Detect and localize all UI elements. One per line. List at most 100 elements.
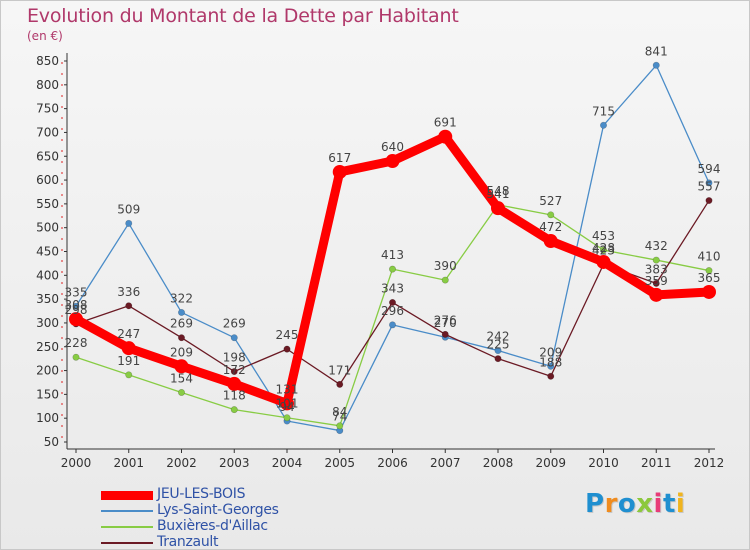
y-tick-label: 850 <box>36 54 59 68</box>
data-point <box>649 287 664 302</box>
y-tick-label: 150 <box>36 387 59 401</box>
y-tick-label: 450 <box>36 245 59 259</box>
data-label: 472 <box>539 220 562 234</box>
data-point <box>283 414 291 422</box>
data-point <box>702 284 716 299</box>
data-label: 410 <box>698 250 721 264</box>
data-point <box>178 334 186 342</box>
data-point <box>280 396 294 411</box>
data-label: 335 <box>65 285 88 299</box>
data-label: 594 <box>698 162 721 176</box>
data-point <box>72 353 80 361</box>
data-label: 617 <box>328 151 351 165</box>
chart-title: Evolution du Montant de la Dette par Hab… <box>27 5 459 27</box>
data-label: 541 <box>487 187 510 201</box>
data-point <box>332 164 347 179</box>
data-label: 171 <box>328 363 351 377</box>
data-label: 298 <box>65 303 88 317</box>
data-label: 715 <box>592 104 615 118</box>
logo-letter: x <box>636 489 654 519</box>
data-label: 247 <box>117 327 140 341</box>
x-tick-label: 2010 <box>588 456 619 470</box>
data-label: 308 <box>65 298 88 312</box>
y-tick-label: 400 <box>36 268 59 282</box>
x-tick-label: 2007 <box>430 456 461 470</box>
legend-label: Buxières-d'Aillac <box>157 518 268 534</box>
data-label: 336 <box>117 285 140 299</box>
x-tick-label: 2012 <box>694 456 725 470</box>
logo-letter: i <box>653 489 663 519</box>
data-point <box>547 372 555 380</box>
data-point <box>125 219 133 227</box>
data-label: 453 <box>592 229 615 243</box>
data-label: 228 <box>65 336 88 350</box>
data-point <box>596 254 611 269</box>
legend-swatch <box>101 542 153 544</box>
legend-label: JEU-LES-BOIS <box>157 486 246 502</box>
data-label: 390 <box>434 259 457 273</box>
data-label: 74 <box>332 410 347 424</box>
data-label: 365 <box>698 271 721 285</box>
data-point <box>336 422 344 430</box>
data-point <box>125 371 133 379</box>
legend-label: Tranzault <box>157 534 219 550</box>
legend-label: Lys-Saint-Georges <box>157 502 279 518</box>
data-label: 322 <box>170 291 193 305</box>
logo-letter: r <box>604 489 618 519</box>
legend-swatch <box>101 510 153 512</box>
data-label: 276 <box>434 313 457 327</box>
data-point <box>438 129 453 144</box>
data-label: 557 <box>698 180 721 194</box>
data-point <box>283 345 291 353</box>
y-tick-label: 50 <box>44 435 59 449</box>
legend-swatch <box>101 526 153 528</box>
data-point <box>174 359 189 374</box>
data-label: 188 <box>539 355 562 369</box>
data-label: 548 <box>487 184 510 198</box>
data-point <box>547 362 555 370</box>
data-label: 209 <box>539 345 562 359</box>
y-tick-label: 750 <box>36 102 59 116</box>
data-label: 131 <box>276 382 299 396</box>
data-point <box>543 234 558 249</box>
data-label: 118 <box>223 389 246 403</box>
data-point <box>125 302 133 310</box>
data-point <box>441 276 449 284</box>
logo-letter: t <box>662 489 676 519</box>
x-tick-label: 2006 <box>377 456 408 470</box>
data-point <box>230 406 238 414</box>
data-point <box>388 321 396 329</box>
x-tick-label: 2011 <box>641 456 672 470</box>
data-point <box>121 341 136 356</box>
data-label: 413 <box>381 248 404 262</box>
data-point <box>385 154 400 169</box>
x-tick-label: 2002 <box>166 456 197 470</box>
data-point <box>652 279 660 287</box>
data-label: 242 <box>487 330 510 344</box>
data-point <box>494 347 502 355</box>
y-tick-label: 700 <box>36 125 59 139</box>
data-label: 296 <box>381 304 404 318</box>
data-point <box>705 197 713 205</box>
data-point <box>388 265 396 273</box>
data-label: 94 <box>279 400 294 414</box>
data-label: 527 <box>539 194 562 208</box>
x-tick-label: 2001 <box>113 456 144 470</box>
data-label: 359 <box>645 274 668 288</box>
data-point <box>69 312 83 327</box>
proxiti-logo: Proxiti <box>585 489 685 519</box>
data-label: 269 <box>223 317 246 331</box>
data-label: 245 <box>276 328 299 342</box>
data-label: 225 <box>487 338 510 352</box>
data-point <box>494 355 502 363</box>
y-tick-label: 200 <box>36 364 59 378</box>
y-tick-label: 250 <box>36 340 59 354</box>
y-tick-label: 650 <box>36 149 59 163</box>
data-point <box>547 211 555 219</box>
data-point <box>599 246 607 254</box>
data-label: 269 <box>170 317 193 331</box>
data-label: 198 <box>223 351 246 365</box>
data-point <box>178 388 186 396</box>
logo-letter: o <box>617 489 637 519</box>
